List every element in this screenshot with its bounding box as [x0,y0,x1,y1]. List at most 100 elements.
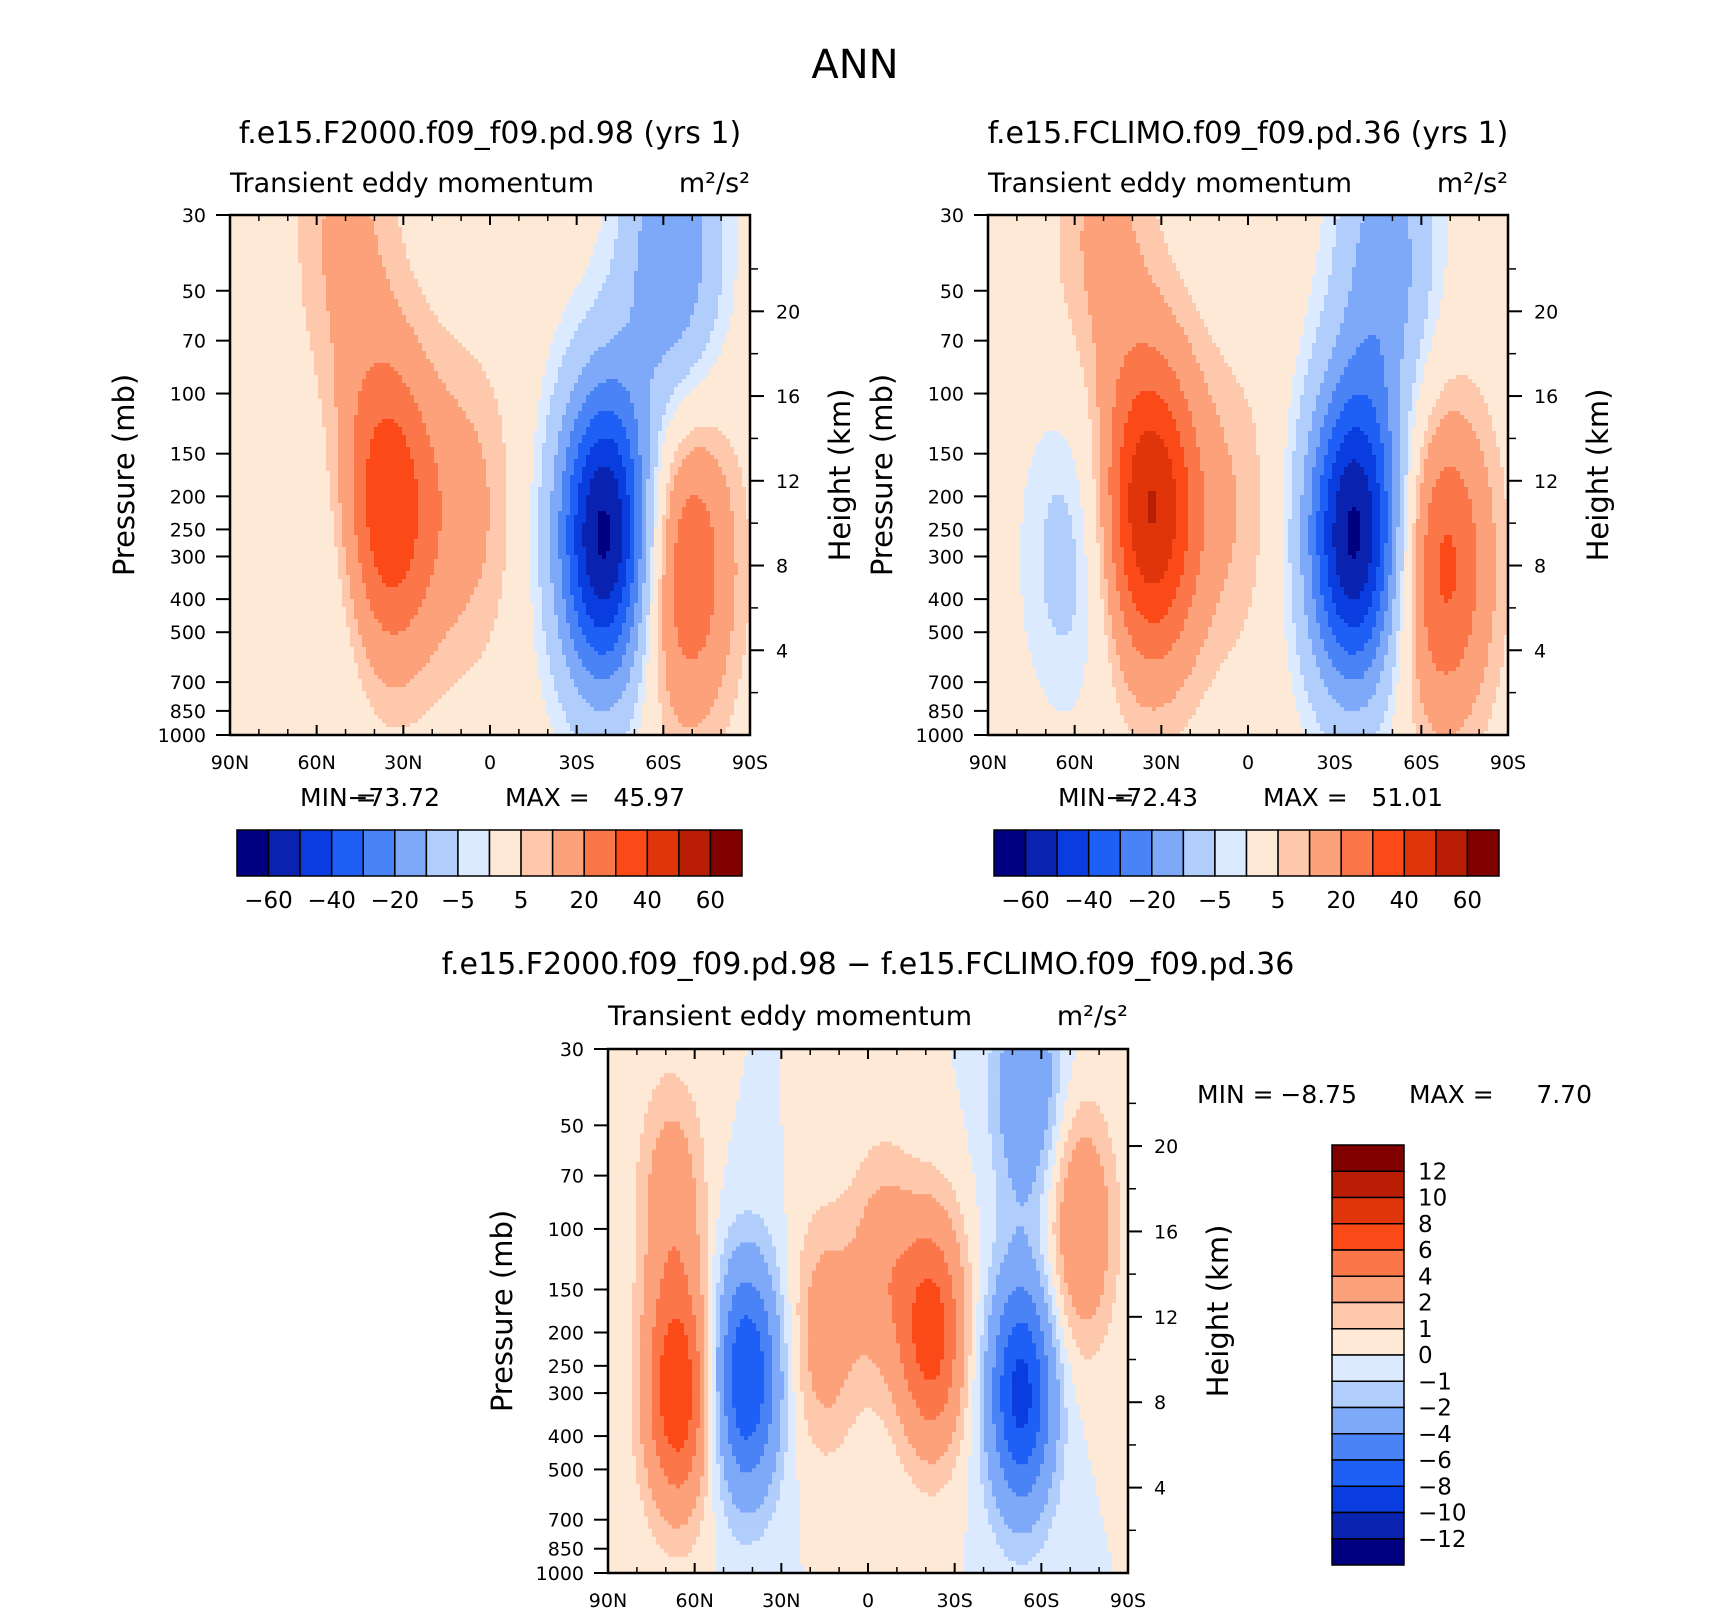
field-cell [438,239,443,244]
field-cell [426,347,431,352]
field-cell [334,283,339,288]
field-cell [514,303,519,308]
field-cell [682,291,687,296]
field-cell [342,307,347,312]
field-cell [622,319,627,324]
field-cell [586,279,591,284]
field-cell [346,235,351,240]
field-cell [330,231,335,236]
field-cell [618,319,623,324]
field-cell [554,267,559,272]
field-cell [278,287,283,292]
field-cell [242,287,247,292]
field-cell [590,295,595,300]
field-cell [418,235,423,240]
field-cell [674,271,679,276]
field-cell [354,351,359,356]
field-cell [678,339,683,344]
field-cell [414,279,419,284]
field-cell [666,255,671,260]
field-cell [354,243,359,248]
field-cell [286,331,291,336]
field-cell [518,323,523,328]
field-cell [346,271,351,276]
field-cell [458,311,463,316]
field-cell [610,295,615,300]
field-cell [746,303,750,308]
field-cell [230,279,235,284]
field-cell [370,327,375,332]
field-cell [742,223,747,228]
field-cell [302,227,307,232]
field-cell [346,331,351,336]
field-cell [430,219,435,224]
field-cell [274,315,279,320]
field-cell [514,319,519,324]
field-cell [698,311,703,316]
field-cell [586,231,591,236]
field-cell [710,243,715,248]
field-cell [506,227,511,232]
field-cell [314,359,319,364]
field-cell [686,311,691,316]
field-cell [534,323,539,328]
field-cell [358,227,363,232]
field-cell [526,255,531,260]
field-cell [702,279,707,284]
field-cell [590,251,595,256]
field-cell [498,267,503,272]
field-cell [638,299,643,304]
field-cell [254,355,259,360]
field-cell [718,263,723,268]
field-cell [570,251,575,256]
field-cell [302,239,307,244]
field-cell [294,355,299,360]
field-cell [322,251,327,256]
field-cell [518,331,523,336]
field-cell [506,323,511,328]
field-cell [618,259,623,264]
field-cell [690,231,695,236]
field-cell [330,271,335,276]
field-cell [530,355,535,360]
field-cell [710,351,715,356]
field-cell [686,355,691,360]
field-cell [478,307,483,312]
field-cell [538,303,543,308]
field-cell [746,291,750,296]
field-cell [710,271,715,276]
field-cell [454,307,459,312]
field-cell [458,359,463,364]
field-cell [330,267,335,272]
field-cell [394,267,399,272]
field-cell [554,315,559,320]
field-cell [414,347,419,352]
field-cell [354,291,359,296]
field-cell [366,223,371,228]
field-cell [530,351,535,356]
field-cell [642,355,647,360]
field-cell [322,331,327,336]
field-cell [250,351,255,356]
field-cell [690,251,695,256]
field-cell [530,319,535,324]
field-cell [398,359,403,364]
field-cell [438,283,443,288]
field-cell [362,255,367,260]
field-cell [550,255,555,260]
field-cell [746,307,750,312]
field-cell [538,255,543,260]
field-cell [450,219,455,224]
field-cell [514,339,519,344]
field-cell [266,295,271,300]
field-cell [462,327,467,332]
field-cell [662,279,667,284]
field-cell [458,235,463,240]
field-cell [642,291,647,296]
field-cell [598,335,603,340]
field-cell [634,355,639,360]
field-cell [606,343,611,348]
field-cell [622,311,627,316]
field-cell [322,275,327,280]
